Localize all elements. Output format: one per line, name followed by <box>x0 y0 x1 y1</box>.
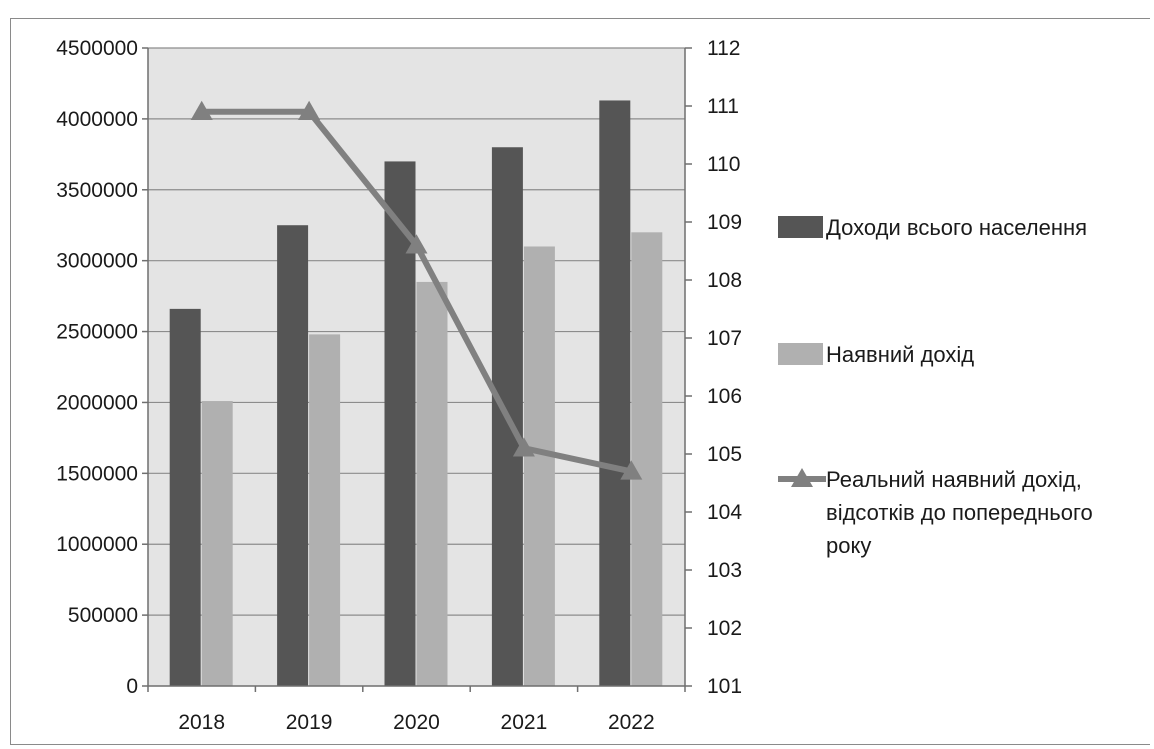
left-tick-label: 2000000 <box>56 391 138 414</box>
right-tick-label: 110 <box>707 153 740 176</box>
left-tick-label: 1000000 <box>56 533 138 556</box>
right-tick-label: 104 <box>707 501 742 524</box>
category-label: 2019 <box>286 711 333 734</box>
bar-total-income <box>599 100 631 687</box>
legend-swatch-real-income-marker <box>791 468 813 487</box>
bar-disposable-income <box>416 281 448 686</box>
legend-swatch-total-income <box>778 216 823 238</box>
right-axis-ticks: 101 102 103 104 105 106 107 108 109 110 111 112 <box>685 37 742 698</box>
legend: Доходи всього населення Наявний дохід Реал… <box>778 215 1093 558</box>
right-tick-label: 101 <box>707 675 742 698</box>
left-tick-label: 0 <box>126 675 138 698</box>
right-tick-label: 105 <box>707 443 742 466</box>
legend-label-real-income-line-2: відсотків до попереднього <box>826 500 1093 525</box>
left-tick-label: 3500000 <box>56 179 138 202</box>
line-point-marker <box>190 100 213 121</box>
right-tick-label: 103 <box>707 559 742 582</box>
bar-total-income <box>277 225 309 686</box>
category-label: 2022 <box>608 711 655 734</box>
left-tick-label: 2500000 <box>56 321 138 344</box>
legend-label-real-income-line-1: Реальний наявний дохід, <box>826 467 1082 492</box>
line-point-marker <box>405 234 428 254</box>
legend-label-total-income: Доходи всього населення <box>826 215 1087 240</box>
right-tick-label: 112 <box>707 37 740 60</box>
bar-disposable-income <box>523 246 555 686</box>
bar-disposable-income <box>309 334 341 686</box>
right-tick-label: 107 <box>707 327 742 350</box>
line-point-marker <box>512 437 535 457</box>
legend-label-real-income-line-3: року <box>826 533 871 558</box>
right-tick-label: 102 <box>707 617 742 640</box>
left-axis-ticks: 0 500000 1000000 1500000 2000000 2500000 30000… <box>56 37 148 698</box>
left-tick-label: 3000000 <box>56 250 138 273</box>
line-series <box>190 100 643 480</box>
category-label: 2020 <box>393 711 440 734</box>
right-tick-label: 108 <box>707 269 742 292</box>
right-tick-label: 106 <box>707 385 742 408</box>
left-tick-label: 500000 <box>68 604 138 627</box>
left-tick-label: 4000000 <box>56 108 138 131</box>
legend-label-disposable-income: Наявний дохід <box>826 342 974 367</box>
left-tick-label: 4500000 <box>56 37 138 60</box>
bar-disposable-income <box>201 401 233 686</box>
category-label: 2018 <box>178 711 225 734</box>
bars <box>169 100 663 687</box>
category-ticks: 2018 2019 2020 2021 2022 <box>147 686 686 734</box>
bar-total-income <box>169 308 201 686</box>
category-label: 2021 <box>501 711 548 734</box>
legend-swatch-disposable-income <box>778 343 823 365</box>
right-tick-label: 109 <box>707 211 742 234</box>
axes <box>147 48 686 687</box>
left-tick-label: 1500000 <box>56 462 138 485</box>
line-point-marker <box>620 460 643 480</box>
right-tick-label: 111 <box>707 95 739 118</box>
bar-disposable-income <box>631 232 663 687</box>
line-point-marker <box>298 100 321 121</box>
